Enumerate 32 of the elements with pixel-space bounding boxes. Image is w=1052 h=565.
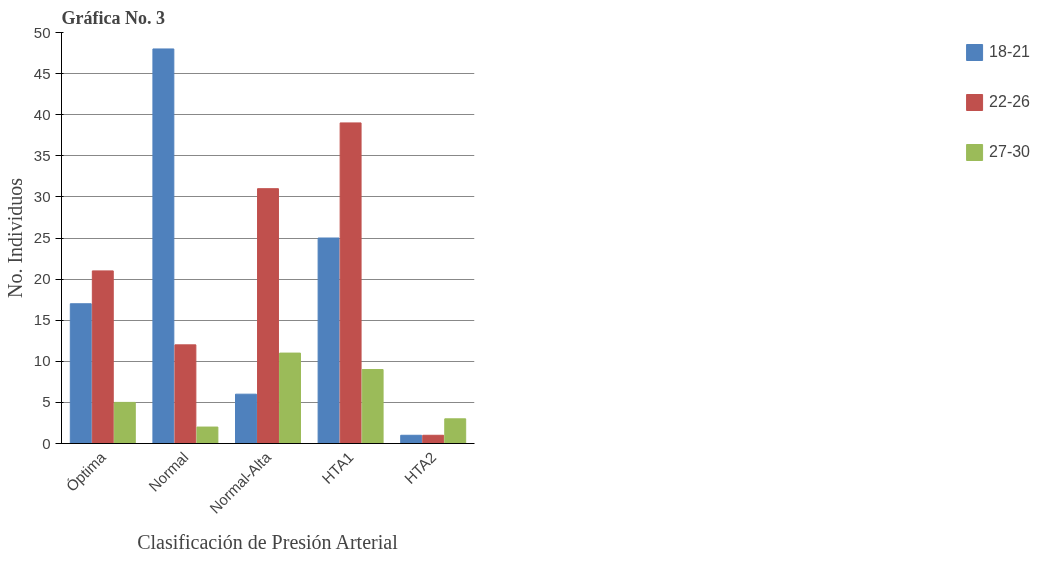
bar — [317, 237, 340, 444]
y-tick-label: 35 — [33, 146, 51, 164]
y-tick-label: 0 — [42, 434, 51, 452]
y-tick-label: 45 — [33, 64, 51, 82]
legend-label: 22-26 — [989, 93, 1030, 111]
bar — [279, 352, 301, 444]
bar — [152, 48, 175, 444]
bar — [339, 122, 362, 444]
bar — [422, 434, 445, 444]
y-tick-label: 30 — [33, 187, 51, 205]
y-tick-label: 25 — [33, 229, 51, 246]
legend-label: 18-21 — [989, 43, 1030, 61]
bar — [444, 418, 467, 444]
bar — [400, 434, 423, 444]
y-tick-label: 10 — [33, 352, 51, 370]
y-tick-label: 40 — [33, 105, 51, 123]
y-axis-title: No. Individuos — [3, 177, 26, 298]
bar — [91, 270, 114, 444]
y-tick-label: 5 — [42, 393, 51, 411]
bar — [257, 188, 279, 444]
chart-title: Gráfica No. 3 — [61, 7, 165, 28]
bar — [361, 369, 384, 444]
legend-label: 27-30 — [989, 143, 1030, 161]
bar — [113, 401, 136, 444]
x-axis-title: Clasificación de Presión Arterial — [137, 530, 399, 553]
y-tick-label: 50 — [33, 23, 51, 41]
bar — [174, 344, 197, 444]
bar — [235, 393, 257, 444]
bar — [69, 303, 92, 444]
bar — [196, 426, 219, 444]
y-tick-label: 15 — [33, 311, 51, 329]
y-tick-label: 20 — [33, 270, 51, 288]
